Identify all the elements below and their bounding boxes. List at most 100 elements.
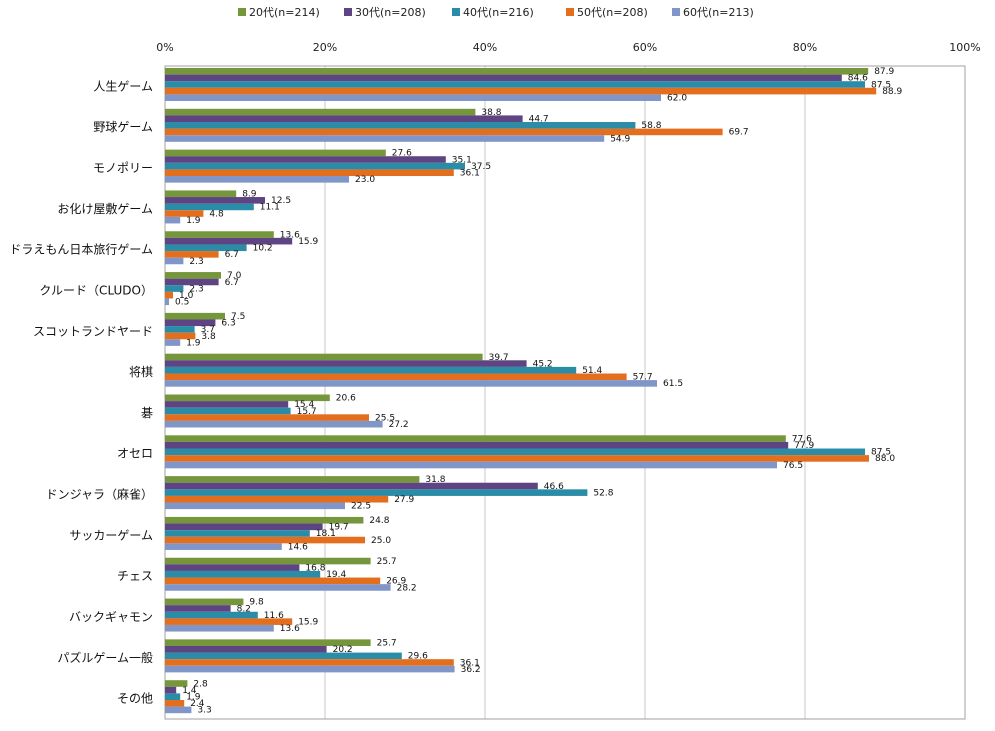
legend-swatch [238,8,246,16]
data-label: 36.2 [461,665,481,675]
data-label: 88.9 [882,87,902,97]
bar [165,81,865,88]
bar [165,570,321,578]
bar [165,272,221,279]
data-label: 14.6 [288,542,308,552]
bar [165,665,455,673]
data-label: 88.0 [875,454,895,464]
bar [165,298,169,306]
data-label: 4.8 [209,209,224,219]
data-label: 19.7 [329,523,349,533]
data-label: 2.4 [190,699,205,709]
bar [165,285,184,292]
data-label: 11.1 [260,203,280,213]
x-tick-label: 40% [473,41,497,54]
category-label: チェス [117,569,153,583]
bar [165,420,383,428]
category-label: サッカーゲーム [69,528,153,542]
category-label: お化け屋敷ゲーム [57,201,153,216]
bar [165,461,777,469]
data-label: 7.0 [227,271,242,281]
data-label: 1.9 [186,216,201,226]
bar [165,564,300,571]
bar [165,74,842,82]
data-label: 35.1 [452,155,472,165]
data-label: 2.8 [193,679,208,689]
data-label: 2.3 [189,284,203,294]
category-label: パズルゲーム一般 [57,650,153,665]
bar [165,128,723,136]
bar [165,216,181,224]
bar [165,87,877,95]
bar [165,108,476,116]
plot-frame [164,65,966,720]
bar [165,435,786,442]
data-label: 27.9 [394,495,414,505]
bar [165,577,381,585]
data-label: 36.1 [460,658,480,668]
data-label: 22.5 [351,502,371,512]
data-label: 36.1 [460,169,480,179]
bar [165,482,538,490]
bar [165,373,627,381]
data-label: 62.0 [667,94,687,104]
data-label: 18.1 [316,529,336,539]
data-label: 27.6 [392,149,412,159]
bar [165,394,330,402]
data-label: 15.9 [298,617,318,627]
data-label: 25.5 [375,413,395,423]
bar [165,360,527,367]
bar [165,693,181,700]
bar [165,605,231,612]
bar [165,312,225,320]
bar [165,523,323,531]
data-label: 27.2 [389,420,409,430]
data-label: 16.8 [305,563,325,573]
bar [165,244,247,252]
bar [165,557,371,565]
legend-swatch [452,8,460,16]
data-label: 10.2 [253,244,273,254]
data-label: 54.9 [610,134,630,144]
data-label: 15.9 [298,237,318,247]
data-label: 1.0 [179,291,194,301]
bar [165,624,274,632]
bar [165,543,282,550]
bar [165,162,465,170]
x-tick-label: 80% [793,41,817,54]
bar [165,407,291,415]
data-label: 45.2 [533,359,553,369]
bar [165,639,371,646]
data-label: 3.8 [201,332,216,342]
legend-label: 20代(n=214) [249,6,320,19]
data-label: 77.6 [792,434,812,444]
data-label: 37.5 [471,162,491,172]
data-label: 6.7 [225,278,239,288]
data-label: 69.7 [729,128,749,138]
bar [165,699,185,707]
bar [165,278,219,286]
legend-label: 60代(n=213) [683,6,754,19]
bar [165,210,204,217]
bar [165,94,661,101]
data-label: 8.2 [237,604,251,614]
bar [165,326,195,333]
bar [165,645,327,653]
bar [165,332,196,340]
bar [165,197,265,204]
category-label: 将棋 [129,365,153,379]
bar [165,516,364,524]
bar [165,502,345,510]
category-label: ドンジャラ（麻雀） [46,487,153,502]
data-label: 87.5 [871,448,891,458]
bar [165,659,454,666]
bar [165,115,523,123]
bar [165,380,657,387]
data-label: 1.9 [186,692,201,702]
data-label: 13.6 [280,624,300,634]
data-label: 15.4 [294,400,314,410]
data-label: 25.7 [377,557,397,567]
bar [165,190,237,198]
bar [165,68,869,75]
legend-label: 30代(n=208) [355,6,426,19]
